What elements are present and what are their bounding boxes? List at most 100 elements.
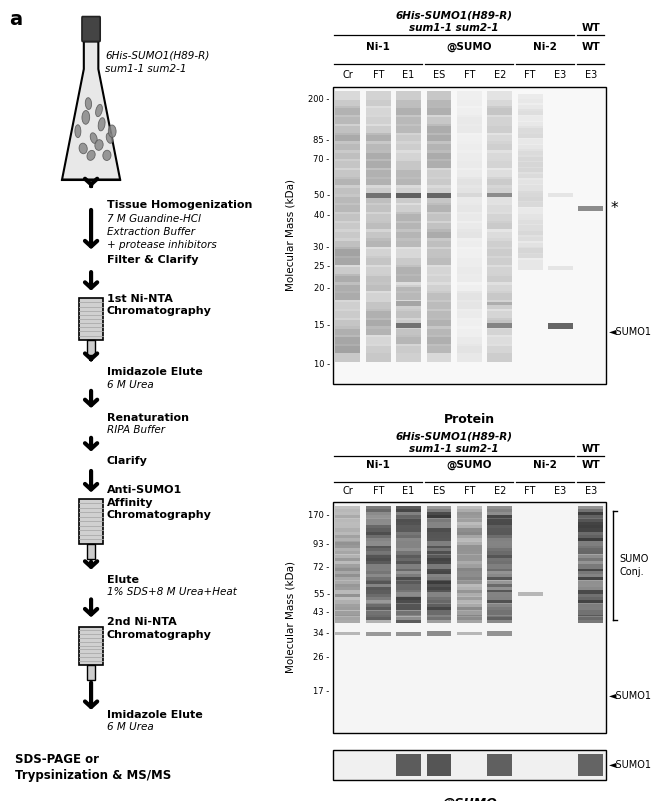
FancyBboxPatch shape	[366, 505, 391, 512]
FancyBboxPatch shape	[426, 240, 451, 256]
FancyBboxPatch shape	[578, 617, 603, 623]
FancyBboxPatch shape	[487, 529, 512, 535]
FancyBboxPatch shape	[335, 284, 360, 300]
FancyBboxPatch shape	[396, 525, 421, 532]
FancyBboxPatch shape	[335, 617, 360, 623]
FancyBboxPatch shape	[396, 592, 421, 597]
FancyBboxPatch shape	[457, 545, 482, 551]
FancyBboxPatch shape	[578, 614, 603, 620]
FancyBboxPatch shape	[517, 185, 543, 195]
Ellipse shape	[103, 151, 111, 160]
FancyBboxPatch shape	[426, 525, 451, 532]
FancyBboxPatch shape	[396, 276, 421, 291]
FancyBboxPatch shape	[335, 565, 360, 570]
FancyBboxPatch shape	[457, 240, 482, 256]
FancyBboxPatch shape	[517, 243, 543, 252]
FancyBboxPatch shape	[578, 535, 603, 541]
Ellipse shape	[75, 125, 81, 138]
FancyBboxPatch shape	[517, 105, 543, 115]
FancyBboxPatch shape	[335, 632, 360, 635]
FancyBboxPatch shape	[396, 594, 421, 600]
FancyBboxPatch shape	[366, 108, 391, 124]
FancyBboxPatch shape	[457, 161, 482, 177]
Text: E2: E2	[494, 70, 506, 80]
FancyBboxPatch shape	[366, 240, 391, 256]
FancyBboxPatch shape	[487, 311, 512, 326]
FancyBboxPatch shape	[457, 617, 482, 623]
FancyBboxPatch shape	[335, 532, 360, 538]
FancyBboxPatch shape	[335, 600, 360, 606]
FancyBboxPatch shape	[335, 594, 360, 600]
FancyBboxPatch shape	[335, 551, 360, 557]
FancyBboxPatch shape	[366, 617, 391, 623]
FancyBboxPatch shape	[335, 267, 360, 282]
FancyBboxPatch shape	[366, 512, 391, 518]
FancyBboxPatch shape	[396, 328, 421, 344]
FancyBboxPatch shape	[487, 505, 512, 512]
Text: E1: E1	[403, 70, 414, 80]
FancyBboxPatch shape	[335, 512, 360, 518]
FancyBboxPatch shape	[426, 603, 451, 610]
FancyBboxPatch shape	[335, 108, 360, 124]
FancyBboxPatch shape	[335, 231, 360, 247]
FancyBboxPatch shape	[487, 302, 512, 305]
FancyBboxPatch shape	[335, 214, 360, 229]
FancyBboxPatch shape	[366, 590, 391, 597]
FancyBboxPatch shape	[578, 525, 603, 532]
FancyBboxPatch shape	[426, 320, 451, 335]
FancyBboxPatch shape	[366, 594, 391, 600]
Text: a: a	[9, 10, 22, 30]
FancyBboxPatch shape	[426, 581, 451, 587]
FancyBboxPatch shape	[548, 323, 573, 328]
FancyBboxPatch shape	[396, 587, 421, 594]
FancyBboxPatch shape	[396, 99, 421, 115]
FancyBboxPatch shape	[335, 541, 360, 548]
FancyBboxPatch shape	[457, 522, 482, 529]
Ellipse shape	[95, 139, 103, 151]
Text: @SUMO: @SUMO	[447, 42, 492, 51]
FancyBboxPatch shape	[335, 276, 360, 291]
FancyBboxPatch shape	[366, 529, 391, 535]
FancyBboxPatch shape	[426, 590, 451, 597]
FancyBboxPatch shape	[396, 581, 421, 587]
FancyBboxPatch shape	[335, 161, 360, 177]
FancyBboxPatch shape	[457, 574, 482, 581]
FancyBboxPatch shape	[396, 196, 421, 212]
FancyBboxPatch shape	[366, 179, 391, 195]
FancyBboxPatch shape	[396, 545, 421, 551]
FancyBboxPatch shape	[335, 578, 360, 584]
FancyBboxPatch shape	[426, 187, 451, 203]
FancyBboxPatch shape	[426, 535, 451, 541]
FancyBboxPatch shape	[335, 603, 360, 610]
Text: 170 -: 170 -	[308, 511, 330, 520]
FancyBboxPatch shape	[335, 519, 360, 525]
FancyBboxPatch shape	[487, 597, 512, 603]
FancyBboxPatch shape	[487, 541, 512, 545]
FancyBboxPatch shape	[487, 603, 512, 610]
FancyBboxPatch shape	[335, 515, 360, 521]
FancyBboxPatch shape	[457, 249, 482, 264]
FancyBboxPatch shape	[366, 91, 391, 107]
FancyBboxPatch shape	[457, 581, 482, 587]
FancyBboxPatch shape	[366, 276, 391, 291]
FancyBboxPatch shape	[426, 293, 451, 308]
FancyBboxPatch shape	[366, 196, 391, 212]
FancyBboxPatch shape	[578, 541, 603, 548]
FancyBboxPatch shape	[578, 562, 603, 567]
FancyBboxPatch shape	[335, 170, 360, 186]
FancyBboxPatch shape	[487, 276, 512, 291]
FancyBboxPatch shape	[366, 522, 391, 529]
FancyBboxPatch shape	[578, 581, 603, 587]
FancyBboxPatch shape	[396, 529, 421, 535]
FancyBboxPatch shape	[487, 610, 512, 617]
Text: 6 M Urea: 6 M Urea	[107, 723, 154, 732]
FancyBboxPatch shape	[578, 529, 603, 535]
FancyBboxPatch shape	[366, 535, 391, 541]
Text: E2: E2	[494, 486, 506, 496]
FancyBboxPatch shape	[457, 223, 482, 238]
FancyBboxPatch shape	[517, 231, 543, 241]
FancyBboxPatch shape	[457, 284, 482, 300]
FancyBboxPatch shape	[487, 578, 512, 584]
FancyBboxPatch shape	[396, 249, 421, 264]
FancyBboxPatch shape	[426, 610, 451, 617]
